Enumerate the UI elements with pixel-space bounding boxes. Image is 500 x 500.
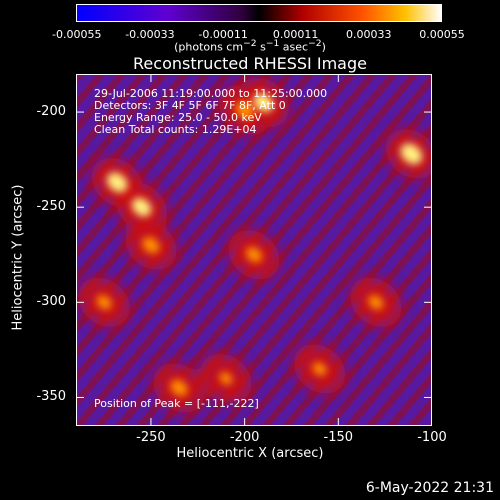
hot-spot-core bbox=[96, 295, 112, 310]
x-tick-label: -150 bbox=[323, 430, 354, 445]
colorbar-tick-label: 0.00033 bbox=[346, 28, 392, 41]
hot-spot-core bbox=[253, 93, 274, 112]
annotation-clean: Clean Total counts: 1.29E+04 bbox=[94, 123, 257, 136]
annotation-time: 29-Jul-2006 11:19:00.000 to 11:25:00.000 bbox=[94, 87, 328, 100]
hot-spot-core bbox=[312, 362, 327, 376]
y-tick-label: -200 bbox=[36, 104, 66, 120]
colorbar-tick-label: -0.00055 bbox=[52, 28, 102, 41]
y-axis-label: Heliocentric Y (arcsec) bbox=[10, 184, 26, 331]
colorbar-tick-label: 0.00055 bbox=[419, 28, 465, 41]
colorbar-units: (photons cm−2 s−1 asec−2) bbox=[174, 38, 326, 54]
hot-spot-core bbox=[106, 172, 128, 193]
x-tick-label: -100 bbox=[417, 430, 447, 445]
annotation-detectors: Detectors: 3F 4F 5F 6F 7F 8F, Att 0 bbox=[94, 99, 286, 112]
colorbar-tick-label: 0.00011 bbox=[272, 28, 319, 41]
colorbar-tick-label: -0.00033 bbox=[125, 28, 175, 41]
x-tick-label: -200 bbox=[229, 430, 260, 445]
hot-spot-core bbox=[170, 379, 188, 397]
annotation-peak: Position of Peak = [-111,-222] bbox=[94, 397, 259, 410]
hot-spot-core bbox=[368, 295, 384, 310]
heatmap-plot bbox=[76, 74, 432, 426]
colorbar bbox=[76, 4, 442, 22]
chart-title: Reconstructed RHESSI Image bbox=[133, 54, 367, 73]
y-tick-label: -350 bbox=[36, 389, 66, 405]
x-axis-label: Heliocentric X (arcsec) bbox=[176, 446, 324, 461]
hot-spot-core bbox=[235, 101, 254, 119]
colorbar-tick-label: -0.00011 bbox=[198, 28, 248, 41]
y-tick-label: -300 bbox=[36, 294, 66, 310]
hot-spot-core bbox=[131, 197, 152, 217]
hot-spot-core bbox=[400, 143, 423, 165]
hot-spot-core bbox=[219, 372, 233, 385]
annotation-energy: Energy Range: 25.0 - 50.0 keV bbox=[94, 111, 262, 124]
footer-date: 6-May-2022 21:31 bbox=[365, 480, 494, 496]
y-tick-label: -250 bbox=[36, 199, 66, 215]
hot-spot-core bbox=[142, 236, 160, 254]
x-tick-label: -250 bbox=[136, 430, 166, 445]
hot-spot-core bbox=[245, 246, 263, 263]
